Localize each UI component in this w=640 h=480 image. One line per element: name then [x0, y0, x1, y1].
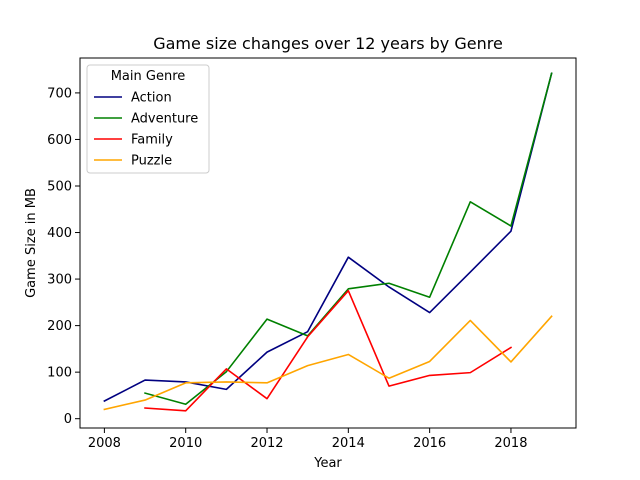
y-axis-label: Game Size in MB — [24, 188, 39, 298]
series-line-action — [103, 72, 553, 403]
legend-label-puzzle: Puzzle — [131, 154, 172, 169]
legend: Main Genre Action Adventure Family Puzzle — [86, 64, 210, 174]
legend-title: Main Genre — [111, 69, 186, 84]
legend-label-action: Action — [131, 91, 172, 106]
y-tick-label: 600 — [47, 133, 72, 148]
x-axis: 2008 2010 2012 2014 2016 2018 — [88, 428, 527, 451]
y-tick-label: 700 — [47, 86, 72, 101]
plot-lines — [103, 72, 553, 412]
y-tick-label: 0 — [64, 412, 72, 427]
y-tick-label: 300 — [47, 273, 72, 288]
y-tick-label: 400 — [47, 226, 72, 241]
legend-items: Action Adventure Family Puzzle — [94, 91, 198, 169]
x-tick-label: 2014 — [332, 436, 365, 451]
legend-label-family: Family — [131, 133, 173, 148]
x-tick-label: 2012 — [250, 436, 283, 451]
x-tick-label: 2010 — [169, 436, 202, 451]
x-tick-label: 2018 — [494, 436, 527, 451]
x-axis-label: Year — [313, 456, 342, 471]
legend-box — [86, 64, 210, 174]
y-tick-label: 200 — [47, 319, 72, 334]
chart-title: Game size changes over 12 years by Genre — [153, 34, 503, 53]
x-tick-label: 2008 — [88, 436, 121, 451]
y-tick-label: 500 — [47, 179, 72, 194]
y-tick-label: 100 — [47, 366, 72, 381]
series-line-family — [144, 289, 513, 412]
series-line-puzzle — [103, 315, 553, 411]
plot-frame — [79, 57, 577, 429]
legend-label-adventure: Adventure — [131, 112, 198, 127]
y-axis: 0 100 200 300 400 500 600 700 — [47, 86, 80, 427]
x-tick-label: 2016 — [413, 436, 446, 451]
